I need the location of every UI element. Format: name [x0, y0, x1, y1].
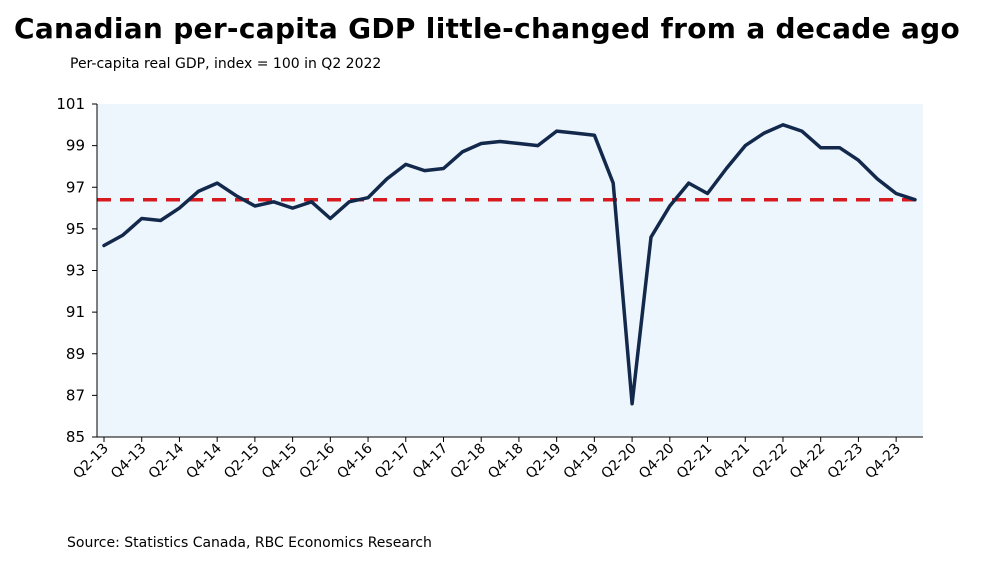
chart-subtitle: Per-capita real GDP, index = 100 in Q2 2… — [70, 56, 382, 72]
x-tick-label: Q4-23 — [862, 441, 904, 483]
x-tick-label: Q2-18 — [447, 441, 489, 483]
plot-area-background — [97, 104, 923, 437]
y-tick-label: 89 — [66, 345, 85, 363]
y-tick-label: 87 — [66, 386, 85, 404]
x-tick-label: Q4-16 — [334, 440, 376, 482]
y-tick-label: 99 — [66, 137, 85, 155]
x-tick-label: Q2-16 — [297, 440, 339, 482]
x-tick-label: Q4-17 — [410, 441, 452, 483]
x-tick-label: Q4-22 — [787, 441, 829, 483]
x-tick-label: Q4-15 — [259, 441, 301, 483]
x-tick-label: Q4-18 — [485, 441, 527, 483]
x-tick-label: Q4-20 — [636, 441, 678, 483]
x-axis: Q2-13Q4-13Q2-14Q4-14Q2-15Q4-15Q2-16Q4-16… — [70, 437, 904, 482]
x-tick-label: Q4-13 — [108, 441, 150, 483]
x-tick-label: Q2-21 — [674, 441, 716, 483]
x-tick-label: Q4-14 — [183, 440, 225, 482]
source-note: Source: Statistics Canada, RBC Economics… — [67, 535, 432, 551]
x-tick-label: Q2-20 — [598, 441, 640, 483]
y-tick-label: 93 — [66, 262, 85, 280]
x-tick-label: Q2-15 — [221, 441, 263, 483]
series-line — [102, 123, 917, 406]
x-tick-label: Q4-21 — [712, 441, 754, 483]
x-tick-label: Q2-13 — [70, 441, 112, 483]
y-tick-label: 101 — [56, 95, 85, 113]
x-tick-label: Q2-19 — [523, 441, 565, 483]
x-tick-label: Q2-22 — [749, 441, 791, 483]
y-tick-label: 97 — [66, 178, 85, 196]
x-tick-label: Q2-23 — [825, 441, 867, 483]
y-axis: 85 87 89 91 93 95 97 99 101 — [56, 95, 97, 446]
x-tick-label: Q2-17 — [372, 441, 414, 483]
x-tick-label: Q2-14 — [146, 440, 188, 482]
y-tick-label: 85 — [66, 428, 85, 446]
y-tick-label: 95 — [66, 220, 85, 238]
y-tick-label: 91 — [66, 303, 85, 321]
x-tick-label: Q4-19 — [561, 441, 603, 483]
chart-title: Canadian per-capita GDP little-changed f… — [14, 12, 961, 45]
